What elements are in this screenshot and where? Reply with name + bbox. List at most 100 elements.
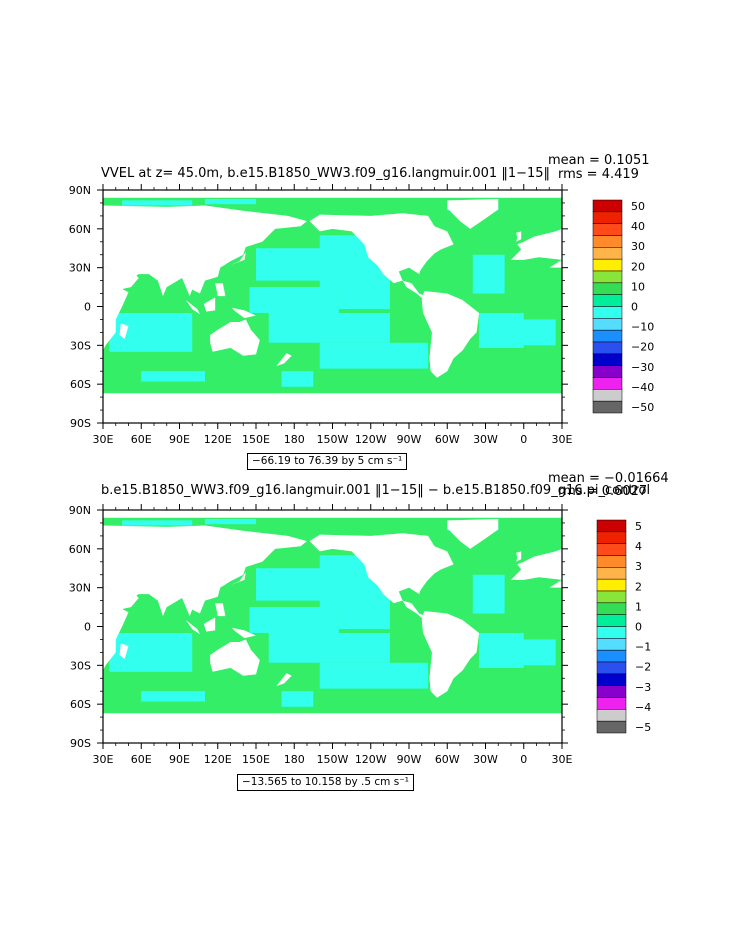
x-tick-label: 150E	[242, 753, 270, 766]
colorbar-label: 1	[635, 600, 642, 613]
y-tick-label: 90S	[70, 737, 91, 750]
colorbar-label: −5	[635, 721, 651, 734]
colorbar-label: −3	[635, 681, 651, 694]
colorbar-swatch	[596, 590, 627, 604]
x-tick-label: 0	[520, 753, 527, 766]
colorbar-swatch	[592, 199, 623, 213]
colorbar-swatch	[596, 555, 627, 568]
colorbar-swatch	[592, 353, 623, 366]
colorbar-label: −1	[635, 641, 651, 654]
colorbar-swatch	[596, 720, 627, 734]
colorbar-label: 30	[631, 240, 645, 253]
x-tick-label: 30W	[473, 433, 498, 446]
colorbar-swatch	[596, 567, 627, 580]
y-tick-label: 0	[84, 621, 91, 634]
x-tick-label: 0	[520, 433, 527, 446]
x-tick-label: 120E	[204, 753, 232, 766]
colorbar-label: 0	[635, 621, 642, 634]
map-frame	[97, 184, 568, 429]
contour-range-label: −13.565 to 10.158 by .5 cm s⁻¹	[237, 774, 414, 791]
x-tick-label: 60W	[435, 753, 460, 766]
colorbar-label: 10	[631, 280, 645, 293]
colorbar	[596, 519, 627, 734]
colorbar-label: 0	[631, 301, 638, 314]
colorbar-swatch	[592, 365, 623, 378]
colorbar-swatch	[596, 673, 627, 686]
colorbar-swatch	[592, 258, 623, 272]
colorbar-swatch	[596, 614, 627, 627]
colorbar-swatch	[592, 400, 623, 414]
colorbar-swatch	[596, 661, 627, 675]
x-tick-label: 150W	[317, 753, 349, 766]
rms-label: rms = 0.6027	[558, 484, 648, 499]
colorbar-swatch	[592, 377, 623, 390]
colorbar-swatch	[596, 697, 627, 710]
colorbar-swatch	[592, 211, 623, 224]
colorbar-label: −10	[631, 321, 654, 334]
map-plot: 30E 60E 90E 120E 150E 180 150W 120W 90W 60W 30W 0 30…	[69, 184, 654, 446]
colorbar-swatch	[596, 519, 627, 533]
map-field	[103, 510, 562, 743]
colorbar-swatch	[592, 282, 623, 295]
colorbar-label: −20	[631, 341, 654, 354]
x-tick-label: 30E	[93, 433, 114, 446]
y-tick-label: 60S	[70, 378, 91, 391]
x-tick-label: 90W	[397, 753, 422, 766]
x-tick-label: 60E	[131, 433, 152, 446]
colorbar-label: 50	[631, 200, 645, 213]
y-tick-label: 90S	[70, 417, 91, 430]
colorbar-swatch	[596, 531, 627, 544]
x-tick-label: 120W	[355, 753, 387, 766]
colorbar-swatch	[596, 649, 627, 663]
colorbar-label: −50	[631, 401, 654, 414]
colorbar-swatch	[592, 306, 623, 319]
x-tick-label: 90E	[169, 433, 190, 446]
y-tick-label: 60N	[69, 543, 91, 556]
colorbar-swatch	[596, 578, 627, 592]
x-tick-label: 150W	[317, 433, 349, 446]
x-tick-label: 180	[284, 433, 305, 446]
colorbar-label: 40	[631, 220, 645, 233]
x-tick-label: 120W	[355, 433, 387, 446]
map-plot: 30E 60E 90E 120E 150E 180 150W 120W 90W 60W 30W 0 30…	[69, 504, 651, 766]
colorbar-swatch	[592, 223, 623, 236]
colorbar-swatch	[592, 294, 623, 307]
colorbar-swatch	[596, 626, 627, 639]
colorbar-label: −4	[635, 701, 651, 714]
colorbar-swatch	[596, 685, 627, 698]
colorbar-label: 2	[635, 580, 642, 593]
x-tick-label: 150E	[242, 433, 270, 446]
colorbar-swatch	[592, 247, 623, 260]
y-tick-label: 90N	[69, 184, 91, 197]
map-field	[103, 190, 562, 423]
colorbar-swatch	[592, 235, 623, 248]
colorbar-label: 4	[635, 540, 642, 553]
mean-label: mean = −0.01664	[548, 471, 669, 486]
x-tick-label: 30W	[473, 753, 498, 766]
contour-range-label: −66.19 to 76.39 by 5 cm s⁻¹	[247, 453, 408, 470]
y-tick-label: 60N	[69, 223, 91, 236]
x-tick-label: 30E	[552, 753, 573, 766]
colorbar-swatch	[592, 389, 623, 402]
chart-title: b.e15.B1850_WW3.f09_g16.langmuir.001 ‖1−…	[101, 483, 651, 498]
x-tick-label: 30E	[93, 753, 114, 766]
y-tick-label: 30N	[69, 582, 91, 595]
y-tick-label: 90N	[69, 504, 91, 517]
y-tick-label: 0	[84, 301, 91, 314]
chart-title: VVEL at z= 45.0m, b.e15.B1850_WW3.f09_g1…	[101, 166, 551, 181]
colorbar-swatch	[596, 638, 627, 651]
chart-panel-1: VVEL at z= 45.0m, b.e15.B1850_WW3.f09_g1…	[0, 150, 733, 470]
y-tick-label: 60S	[70, 698, 91, 711]
y-tick-label: 30S	[70, 659, 91, 672]
y-tick-label: 30N	[69, 262, 91, 275]
mean-label: mean = 0.1051	[548, 153, 650, 168]
x-tick-label: 60W	[435, 433, 460, 446]
map-frame	[97, 504, 568, 749]
colorbar-swatch	[592, 318, 623, 331]
colorbar-label: −2	[635, 661, 651, 674]
y-tick-label: 30S	[70, 339, 91, 352]
x-tick-label: 90W	[397, 433, 422, 446]
colorbar-label: 3	[635, 560, 642, 573]
x-tick-label: 90E	[169, 753, 190, 766]
chart-panel-2: b.e15.B1850_WW3.f09_g16.langmuir.001 ‖1−…	[0, 472, 733, 792]
